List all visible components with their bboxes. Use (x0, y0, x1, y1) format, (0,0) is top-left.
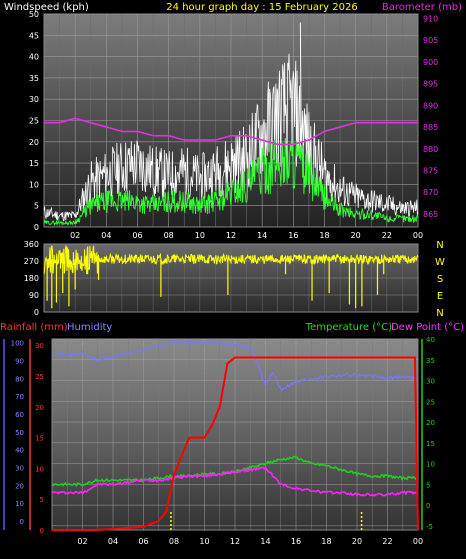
x-tick-label: 16 (288, 231, 298, 240)
baro-tick-label: 865 (423, 210, 438, 219)
barometer-line (44, 117, 418, 146)
x-tick-label: 16 (291, 537, 301, 546)
x-tick-label: 14 (260, 537, 270, 546)
humidity-tick-label: 80 (15, 375, 24, 383)
temp-tick-label: 0 (426, 502, 430, 510)
baro-tick-label: 905 (423, 36, 438, 45)
baro-tick-label: 895 (423, 80, 438, 89)
graph-title: 24 hour graph day : 15 February 2026 (166, 2, 357, 13)
rainfall-line (52, 356, 419, 531)
temp-tick-label: -5 (426, 523, 433, 531)
rain-tick-label: 15 (35, 435, 44, 443)
temp-tick-label: 40 (426, 336, 435, 344)
x-tick-label: 12 (226, 231, 236, 240)
x-tick-label: 02 (77, 537, 87, 546)
rain-tick-label: 30 (35, 342, 44, 350)
x-tick-label: 02 (70, 231, 80, 240)
x-tick-label: 06 (132, 231, 142, 240)
rain-tick-label: 25 (35, 373, 44, 381)
baro-tick-label: 885 (423, 123, 438, 132)
humidity-tick-label: 70 (15, 393, 24, 401)
humidity-tick-label: 0 (20, 518, 24, 526)
humidity-tick-label: 40 (15, 447, 24, 455)
compass-letter: N (436, 240, 443, 251)
direction-tick-label: 90 (29, 291, 39, 300)
temp-tick-label: 5 (426, 481, 430, 489)
humidity-tick-label: 10 (15, 500, 24, 508)
barometer-label: Barometer (mb) (382, 2, 462, 13)
wind-average-line (43, 138, 419, 227)
x-tick-label: 22 (382, 537, 392, 546)
humidity-tick-label: 90 (15, 357, 24, 365)
temp-tick-label: 35 (426, 357, 435, 365)
x-tick-label: 04 (101, 231, 111, 240)
wind-tick-label: 35 (29, 74, 39, 83)
compass-letter: S (437, 274, 443, 285)
humidity-tick-label: 100 (11, 340, 24, 348)
temp-tick-label: 25 (426, 398, 435, 406)
x-tick-label: 18 (321, 537, 331, 546)
humidity-tick-label: 50 (15, 429, 24, 437)
windspeed-label: Windspeed (kph) (4, 2, 89, 13)
humidity-tick-label: 60 (15, 411, 24, 419)
wind-tick-label: 50 (29, 10, 39, 19)
wind-tick-label: 0 (34, 223, 39, 232)
temp-tick-label: 20 (426, 419, 435, 427)
humidity-line (51, 339, 419, 392)
x-tick-label: 22 (382, 231, 392, 240)
direction-tick-label: 360 (24, 240, 39, 249)
rain-tick-label: 10 (35, 465, 44, 473)
baro-tick-label: 880 (423, 145, 438, 154)
x-tick-label: 10 (199, 537, 209, 546)
baro-tick-label: 900 (423, 58, 438, 67)
humidity-tick-label: 20 (15, 482, 24, 490)
x-tick-label: 20 (352, 537, 362, 546)
x-tick-label: 00 (413, 231, 423, 240)
baro-tick-label: 870 (423, 188, 438, 197)
direction-tick-label: 0 (34, 308, 39, 317)
rainfall-label: Rainfall (mm) (0, 322, 68, 333)
x-tick-label: 12 (230, 537, 240, 546)
wind-tick-label: 25 (29, 117, 39, 126)
dewpoint-label: Dew Point (°C) (391, 322, 464, 333)
x-tick-label: 06 (138, 537, 148, 546)
wind-tick-label: 30 (29, 95, 39, 104)
wind-tick-label: 15 (29, 159, 39, 168)
x-tick-label: 18 (319, 231, 329, 240)
dewpoint-line (51, 466, 419, 497)
wind-gust-peak (299, 22, 302, 134)
x-tick-label: 14 (257, 231, 267, 240)
x-tick-label: 08 (164, 231, 174, 240)
temperature-label: Temperature (°C) (305, 322, 392, 333)
wind-tick-label: 5 (34, 202, 39, 211)
compass-letter: W (435, 257, 445, 268)
humidity-label: Humidity (67, 322, 112, 333)
direction-tick-label: 180 (24, 274, 39, 283)
compass-letter: N (436, 308, 443, 319)
rain-tick-label: 0 (40, 527, 44, 535)
x-tick-label: 20 (351, 231, 361, 240)
baro-tick-label: 875 (423, 166, 438, 175)
rain-tick-label: 5 (40, 496, 44, 504)
direction-tick-label: 270 (24, 257, 39, 266)
temp-tick-label: 15 (426, 440, 435, 448)
x-tick-label: 00 (413, 537, 423, 546)
compass-letter: E (437, 291, 443, 302)
baro-tick-label: 910 (423, 14, 438, 23)
rain-tick-label: 20 (35, 404, 44, 412)
baro-tick-label: 890 (423, 101, 438, 110)
wind-tick-label: 20 (29, 138, 39, 147)
temp-tick-label: 30 (426, 378, 435, 386)
wind-gust-line (43, 53, 419, 222)
x-tick-label: 04 (108, 537, 118, 546)
temp-tick-label: 10 (426, 461, 435, 469)
x-tick-label: 08 (169, 537, 179, 546)
x-tick-label: 10 (195, 231, 205, 240)
wind-tick-label: 10 (29, 180, 39, 189)
humidity-tick-label: 30 (15, 465, 24, 473)
wind-tick-label: 40 (29, 53, 39, 62)
wind-tick-label: 45 (29, 31, 39, 40)
